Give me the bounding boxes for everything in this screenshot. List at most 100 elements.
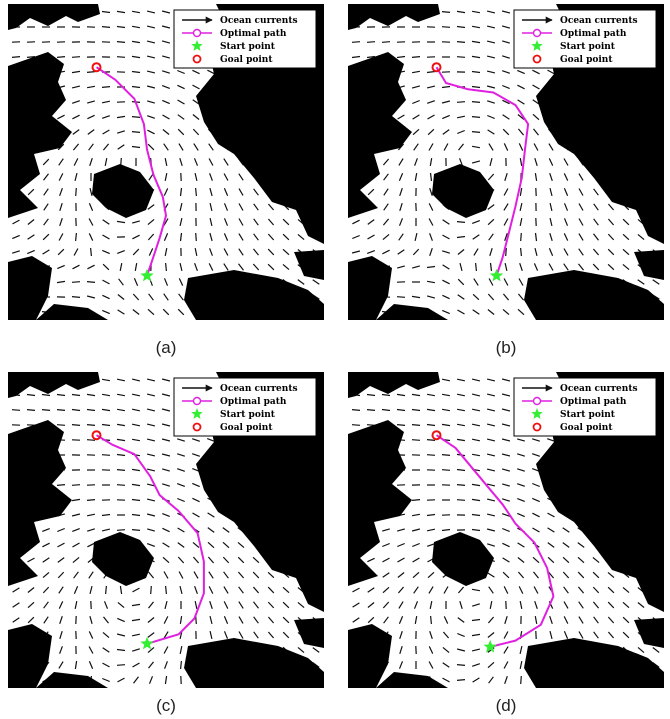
legend-ocean-currents-label: Ocean currents bbox=[220, 16, 298, 26]
current-arrow bbox=[428, 218, 434, 226]
current-arrow bbox=[267, 203, 275, 211]
current-arrow bbox=[101, 86, 111, 88]
current-arrow bbox=[162, 308, 170, 316]
current-arrow bbox=[163, 631, 169, 639]
start-point-marker bbox=[140, 636, 154, 650]
current-arrow bbox=[532, 556, 540, 564]
current-arrow bbox=[131, 529, 141, 531]
current-arrow bbox=[73, 158, 79, 166]
current-arrow bbox=[456, 221, 466, 223]
current-arrow bbox=[102, 662, 110, 668]
current-arrow bbox=[86, 424, 96, 426]
current-arrow bbox=[119, 262, 123, 272]
land-mass bbox=[308, 570, 324, 594]
current-arrow bbox=[178, 571, 184, 579]
current-arrow bbox=[398, 218, 404, 226]
current-arrow bbox=[519, 217, 523, 227]
current-arrow bbox=[577, 586, 585, 594]
current-arrow bbox=[101, 100, 111, 104]
current-arrow bbox=[267, 263, 275, 271]
current-arrow bbox=[132, 40, 140, 44]
land-mass bbox=[8, 372, 100, 398]
current-arrow bbox=[366, 55, 376, 59]
current-arrow bbox=[131, 131, 141, 133]
current-arrow bbox=[146, 55, 156, 59]
current-arrow bbox=[501, 468, 511, 472]
current-arrow bbox=[487, 543, 495, 547]
caption-c: (c) bbox=[156, 696, 176, 715]
current-arrow bbox=[146, 543, 156, 547]
current-arrow bbox=[366, 393, 376, 397]
legend-start-point-label: Start point bbox=[220, 42, 276, 52]
current-arrow bbox=[116, 10, 126, 14]
land-mass bbox=[348, 52, 412, 218]
land-mass bbox=[8, 256, 52, 320]
current-arrow bbox=[42, 557, 50, 563]
current-arrow bbox=[117, 144, 125, 150]
current-arrow bbox=[352, 219, 360, 225]
current-arrow bbox=[487, 204, 495, 210]
current-arrow bbox=[88, 203, 94, 211]
current-arrow bbox=[486, 70, 496, 74]
current-arrow bbox=[486, 513, 496, 517]
land-mass bbox=[432, 164, 494, 218]
current-arrow bbox=[487, 293, 495, 301]
current-arrow bbox=[86, 499, 96, 501]
current-arrow bbox=[73, 248, 79, 256]
current-arrow bbox=[282, 616, 290, 624]
current-arrow bbox=[534, 173, 538, 181]
current-arrow bbox=[117, 677, 125, 683]
land-mass bbox=[184, 270, 324, 320]
current-arrow bbox=[471, 70, 481, 74]
legend-ocean-currents-label: Ocean currents bbox=[560, 384, 638, 394]
current-arrow bbox=[223, 631, 229, 639]
current-arrow bbox=[88, 571, 94, 579]
current-arrow bbox=[132, 220, 140, 224]
current-arrow bbox=[548, 248, 554, 256]
current-arrow bbox=[562, 542, 570, 548]
current-arrow bbox=[411, 393, 421, 397]
legend-path-circle-icon bbox=[532, 28, 542, 38]
current-arrow bbox=[427, 543, 435, 547]
legend-optimal-path-label: Optimal path bbox=[220, 29, 287, 39]
current-arrow bbox=[42, 586, 50, 594]
current-arrow bbox=[577, 571, 585, 579]
current-arrow bbox=[101, 408, 111, 412]
current-arrow bbox=[607, 218, 615, 226]
legend-ring-icon bbox=[192, 54, 202, 64]
current-arrow bbox=[164, 675, 168, 685]
current-arrow bbox=[563, 188, 569, 196]
current-arrow bbox=[72, 114, 80, 120]
current-arrow bbox=[26, 409, 36, 411]
current-arrow bbox=[457, 129, 465, 135]
current-arrow bbox=[207, 69, 215, 75]
current-arrow bbox=[101, 378, 111, 382]
current-arrow bbox=[456, 408, 466, 412]
current-arrow bbox=[426, 454, 436, 456]
current-arrow bbox=[456, 679, 466, 681]
current-arrow bbox=[12, 617, 20, 623]
current-arrow bbox=[88, 218, 94, 226]
current-arrow bbox=[102, 309, 110, 315]
legend-path-circle-icon bbox=[192, 396, 202, 406]
current-arrow bbox=[549, 173, 553, 181]
current-arrow bbox=[578, 263, 584, 271]
current-arrow bbox=[381, 408, 391, 412]
current-arrow bbox=[472, 677, 480, 683]
current-arrow bbox=[117, 423, 125, 427]
current-arrow bbox=[517, 99, 525, 105]
current-arrow bbox=[411, 85, 421, 89]
current-arrow bbox=[471, 116, 481, 118]
current-arrow bbox=[192, 512, 200, 518]
current-arrow bbox=[42, 249, 50, 255]
current-arrow bbox=[533, 586, 539, 594]
current-arrow bbox=[427, 114, 435, 120]
current-arrow bbox=[366, 41, 376, 43]
current-arrow bbox=[637, 646, 645, 654]
current-arrow bbox=[131, 483, 141, 487]
current-arrow bbox=[209, 630, 213, 640]
current-arrow bbox=[441, 454, 451, 456]
current-arrow bbox=[411, 513, 421, 517]
current-arrow bbox=[442, 309, 450, 315]
current-arrow bbox=[164, 157, 168, 167]
